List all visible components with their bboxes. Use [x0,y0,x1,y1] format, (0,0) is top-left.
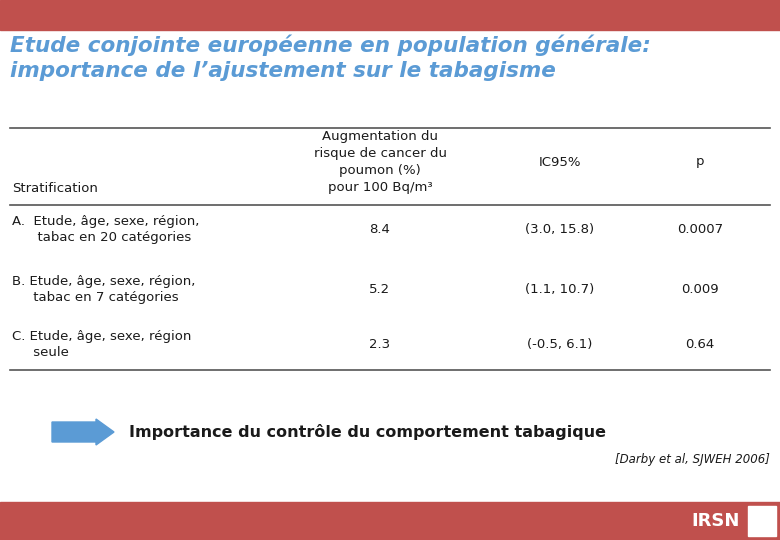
Text: A.  Etude, âge, sexe, région,: A. Etude, âge, sexe, région, [12,215,200,228]
Text: importance de l’ajustement sur le tabagisme: importance de l’ajustement sur le tabagi… [10,61,556,81]
Text: 5.2: 5.2 [370,283,391,296]
Text: tabac en 7 catégories: tabac en 7 catégories [12,291,179,304]
Text: B. Etude, âge, sexe, région,: B. Etude, âge, sexe, région, [12,275,195,288]
Text: Importance du contrôle du comportement tabagique: Importance du contrôle du comportement t… [129,424,606,440]
Text: 2.3: 2.3 [370,338,391,351]
Text: 0.64: 0.64 [686,338,714,351]
Text: p: p [696,156,704,168]
Text: Augmentation du
risque de cancer du
poumon (%)
pour 100 Bq/m³: Augmentation du risque de cancer du poum… [314,130,446,194]
Text: Stratification: Stratification [12,182,98,195]
Text: IRSN: IRSN [692,512,740,530]
Text: C. Etude, âge, sexe, région: C. Etude, âge, sexe, région [12,330,191,343]
Text: (3.0, 15.8): (3.0, 15.8) [526,223,594,236]
FancyArrow shape [52,419,114,445]
Bar [0,0,780,30]
Text: IC95%: IC95% [539,156,581,168]
Text: 0.0007: 0.0007 [677,223,723,236]
Bar [748,506,776,536]
Text: (1.1, 10.7): (1.1, 10.7) [526,283,594,296]
Text: tabac en 20 catégories: tabac en 20 catégories [12,231,191,244]
Text: [Darby et al, SJWEH 2006]: [Darby et al, SJWEH 2006] [615,454,770,467]
Bar [0,502,780,540]
Text: (-0.5, 6.1): (-0.5, 6.1) [527,338,593,351]
Text: 8.4: 8.4 [370,223,391,236]
Text: Etude conjointe européenne en population générale:: Etude conjointe européenne en population… [10,35,651,57]
Text: 0.009: 0.009 [681,283,719,296]
Text: seule: seule [12,346,69,359]
